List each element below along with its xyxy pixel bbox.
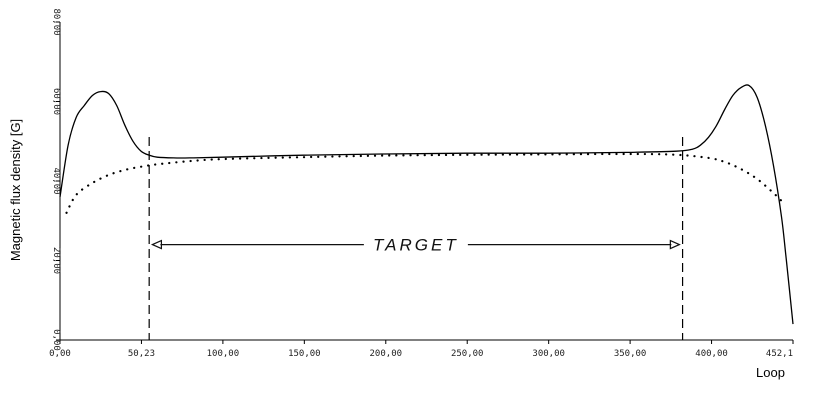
y-tick-label: 60,00 — [51, 88, 61, 115]
y-tick-label: 20,00 — [51, 247, 61, 274]
x-tick-label: 100,00 — [207, 349, 240, 359]
x-tick-label: 250,00 — [451, 349, 484, 359]
y-axis-title: Magnetic flux density [G] — [8, 119, 23, 261]
x-tick-label: 350,00 — [614, 349, 647, 359]
x-tick-label: 0,00 — [49, 349, 71, 359]
y-tick-label: 0,00 — [51, 329, 61, 351]
target-label: TARGET — [373, 236, 459, 255]
x-tick-label: 200,00 — [370, 349, 403, 359]
series-solid-line — [59, 84, 794, 325]
target-annotation: TARGET — [150, 236, 681, 255]
y-tick-label: 80,00 — [51, 8, 61, 35]
target-markers — [148, 137, 684, 340]
target-arrow-left-head — [150, 239, 163, 250]
series-dotted-line — [65, 152, 783, 214]
y-tick-label: 40,00 — [51, 167, 61, 194]
x-tick-label: 150,00 — [288, 349, 321, 359]
x-tick-label: 400,00 — [695, 349, 728, 359]
x-tick-labels: 0,00 50,23 100,00 150,00 200,00 250,00 300,00 3… — [49, 340, 794, 359]
x-axis-title: Loop — [756, 365, 785, 380]
x-tick-label: 300,00 — [532, 349, 565, 359]
target-arrow-right-head — [669, 239, 681, 250]
series-lines — [59, 84, 794, 325]
y-tick-labels: 0,00 20,00 40,00 60,00 80,00 — [51, 8, 61, 350]
x-tick-label: 452,1 — [766, 349, 793, 359]
x-tick-label: 50,23 — [128, 349, 155, 359]
